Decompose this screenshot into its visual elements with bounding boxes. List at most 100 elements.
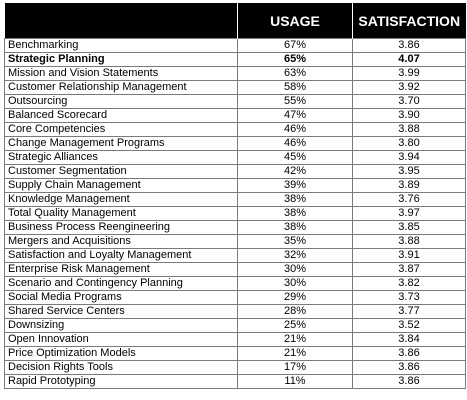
tool-name-cell: Scenario and Contingency Planning: [4, 276, 238, 291]
table-row: Customer Segmentation 42% 3.95: [4, 164, 466, 179]
table-row: Business Process Reengineering 38% 3.85: [4, 220, 466, 235]
tool-name-cell: Business Process Reengineering: [4, 220, 238, 235]
table-row: Decision Rights Tools 17% 3.86: [4, 360, 466, 375]
tool-name-cell: Outsourcing: [4, 94, 238, 109]
satisfaction-cell: 3.86: [352, 38, 466, 53]
usage-cell: 38%: [237, 220, 353, 235]
tool-name-cell: Enterprise Risk Management: [4, 262, 238, 277]
usage-cell: 17%: [237, 360, 353, 375]
table-row: Price Optimization Models 21% 3.86: [4, 346, 466, 361]
usage-cell: 11%: [237, 374, 353, 389]
satisfaction-cell: 3.88: [352, 234, 466, 249]
satisfaction-cell: 3.88: [352, 122, 466, 137]
header-name: [4, 3, 238, 39]
tools-table-container: USAGE SATISFACTION Benchmarking 67% 3.86 St…: [4, 3, 466, 389]
usage-cell: 21%: [237, 346, 353, 361]
satisfaction-cell: 3.97: [352, 206, 466, 221]
usage-cell: 21%: [237, 332, 353, 347]
tool-name-cell: Supply Chain Management: [4, 178, 238, 193]
tool-name-cell: Total Quality Management: [4, 206, 238, 221]
satisfaction-cell: 3.73: [352, 290, 466, 305]
usage-cell: 32%: [237, 248, 353, 263]
tool-name-cell: Core Competencies: [4, 122, 238, 137]
usage-cell: 30%: [237, 276, 353, 291]
header-usage: USAGE: [237, 3, 353, 39]
usage-cell: 29%: [237, 290, 353, 305]
usage-cell: 67%: [237, 38, 353, 53]
usage-cell: 30%: [237, 262, 353, 277]
table-row: Scenario and Contingency Planning 30% 3.82: [4, 276, 466, 291]
table-row: Satisfaction and Loyalty Management 32% 3.…: [4, 248, 466, 263]
satisfaction-cell: 3.85: [352, 220, 466, 235]
usage-cell: 46%: [237, 122, 353, 137]
usage-cell: 45%: [237, 150, 353, 165]
usage-cell: 65%: [237, 52, 353, 67]
satisfaction-cell: 4.07: [352, 52, 466, 67]
satisfaction-cell: 3.80: [352, 136, 466, 151]
satisfaction-cell: 3.86: [352, 360, 466, 375]
usage-cell: 42%: [237, 164, 353, 179]
table-row: Downsizing 25% 3.52: [4, 318, 466, 333]
usage-cell: 58%: [237, 80, 353, 95]
satisfaction-cell: 3.89: [352, 178, 466, 193]
satisfaction-cell: 3.92: [352, 80, 466, 95]
tool-name-cell: Open Innovation: [4, 332, 238, 347]
satisfaction-cell: 3.99: [352, 66, 466, 81]
header-row: USAGE SATISFACTION: [4, 3, 466, 39]
usage-cell: 35%: [237, 234, 353, 249]
usage-cell: 55%: [237, 94, 353, 109]
tool-name-cell: Customer Segmentation: [4, 164, 238, 179]
table-row: Social Media Programs 29% 3.73: [4, 290, 466, 305]
satisfaction-cell: 3.77: [352, 304, 466, 319]
tool-name-cell: Strategic Planning: [4, 52, 238, 67]
satisfaction-cell: 3.70: [352, 94, 466, 109]
tool-name-cell: Mission and Vision Statements: [4, 66, 238, 81]
table-row: Mission and Vision Statements 63% 3.99: [4, 66, 466, 81]
satisfaction-cell: 3.76: [352, 192, 466, 207]
table-row: Shared Service Centers 28% 3.77: [4, 304, 466, 319]
usage-cell: 38%: [237, 206, 353, 221]
usage-cell: 39%: [237, 178, 353, 193]
table-row: Balanced Scorecard 47% 3.90: [4, 108, 466, 123]
tool-name-cell: Shared Service Centers: [4, 304, 238, 319]
tool-name-cell: Decision Rights Tools: [4, 360, 238, 375]
usage-cell: 38%: [237, 192, 353, 207]
table-row: Rapid Prototyping 11% 3.86: [4, 374, 466, 389]
header-satisfaction: SATISFACTION: [352, 3, 466, 39]
table-row: Strategic Planning 65% 4.07: [4, 52, 466, 67]
table-row: Outsourcing 55% 3.70: [4, 94, 466, 109]
tool-name-cell: Rapid Prototyping: [4, 374, 238, 389]
table-row: Strategic Alliances 45% 3.94: [4, 150, 466, 165]
tool-name-cell: Mergers and Acquisitions: [4, 234, 238, 249]
usage-cell: 46%: [237, 136, 353, 151]
tools-table: USAGE SATISFACTION Benchmarking 67% 3.86 St…: [4, 3, 466, 389]
usage-cell: 28%: [237, 304, 353, 319]
table-row: Open Innovation 21% 3.84: [4, 332, 466, 347]
satisfaction-cell: 3.86: [352, 374, 466, 389]
tool-name-cell: Downsizing: [4, 318, 238, 333]
tool-name-cell: Balanced Scorecard: [4, 108, 238, 123]
tool-name-cell: Customer Relationship Management: [4, 80, 238, 95]
satisfaction-cell: 3.91: [352, 248, 466, 263]
satisfaction-cell: 3.87: [352, 262, 466, 277]
table-row: Change Management Programs 46% 3.80: [4, 136, 466, 151]
tool-name-cell: Strategic Alliances: [4, 150, 238, 165]
usage-cell: 25%: [237, 318, 353, 333]
table-row: Core Competencies 46% 3.88: [4, 122, 466, 137]
usage-cell: 63%: [237, 66, 353, 81]
usage-cell: 47%: [237, 108, 353, 123]
table-row: Enterprise Risk Management 30% 3.87: [4, 262, 466, 277]
table-row: Total Quality Management 38% 3.97: [4, 206, 466, 221]
table-row: Mergers and Acquisitions 35% 3.88: [4, 234, 466, 249]
table-row: Customer Relationship Management 58% 3.92: [4, 80, 466, 95]
table-body: Benchmarking 67% 3.86 Strategic Planning 65%…: [4, 38, 466, 389]
tool-name-cell: Knowledge Management: [4, 192, 238, 207]
satisfaction-cell: 3.94: [352, 150, 466, 165]
satisfaction-cell: 3.86: [352, 346, 466, 361]
table-row: Supply Chain Management 39% 3.89: [4, 178, 466, 193]
tool-name-cell: Satisfaction and Loyalty Management: [4, 248, 238, 263]
table-row: Knowledge Management 38% 3.76: [4, 192, 466, 207]
satisfaction-cell: 3.90: [352, 108, 466, 123]
tool-name-cell: Change Management Programs: [4, 136, 238, 151]
tool-name-cell: Price Optimization Models: [4, 346, 238, 361]
